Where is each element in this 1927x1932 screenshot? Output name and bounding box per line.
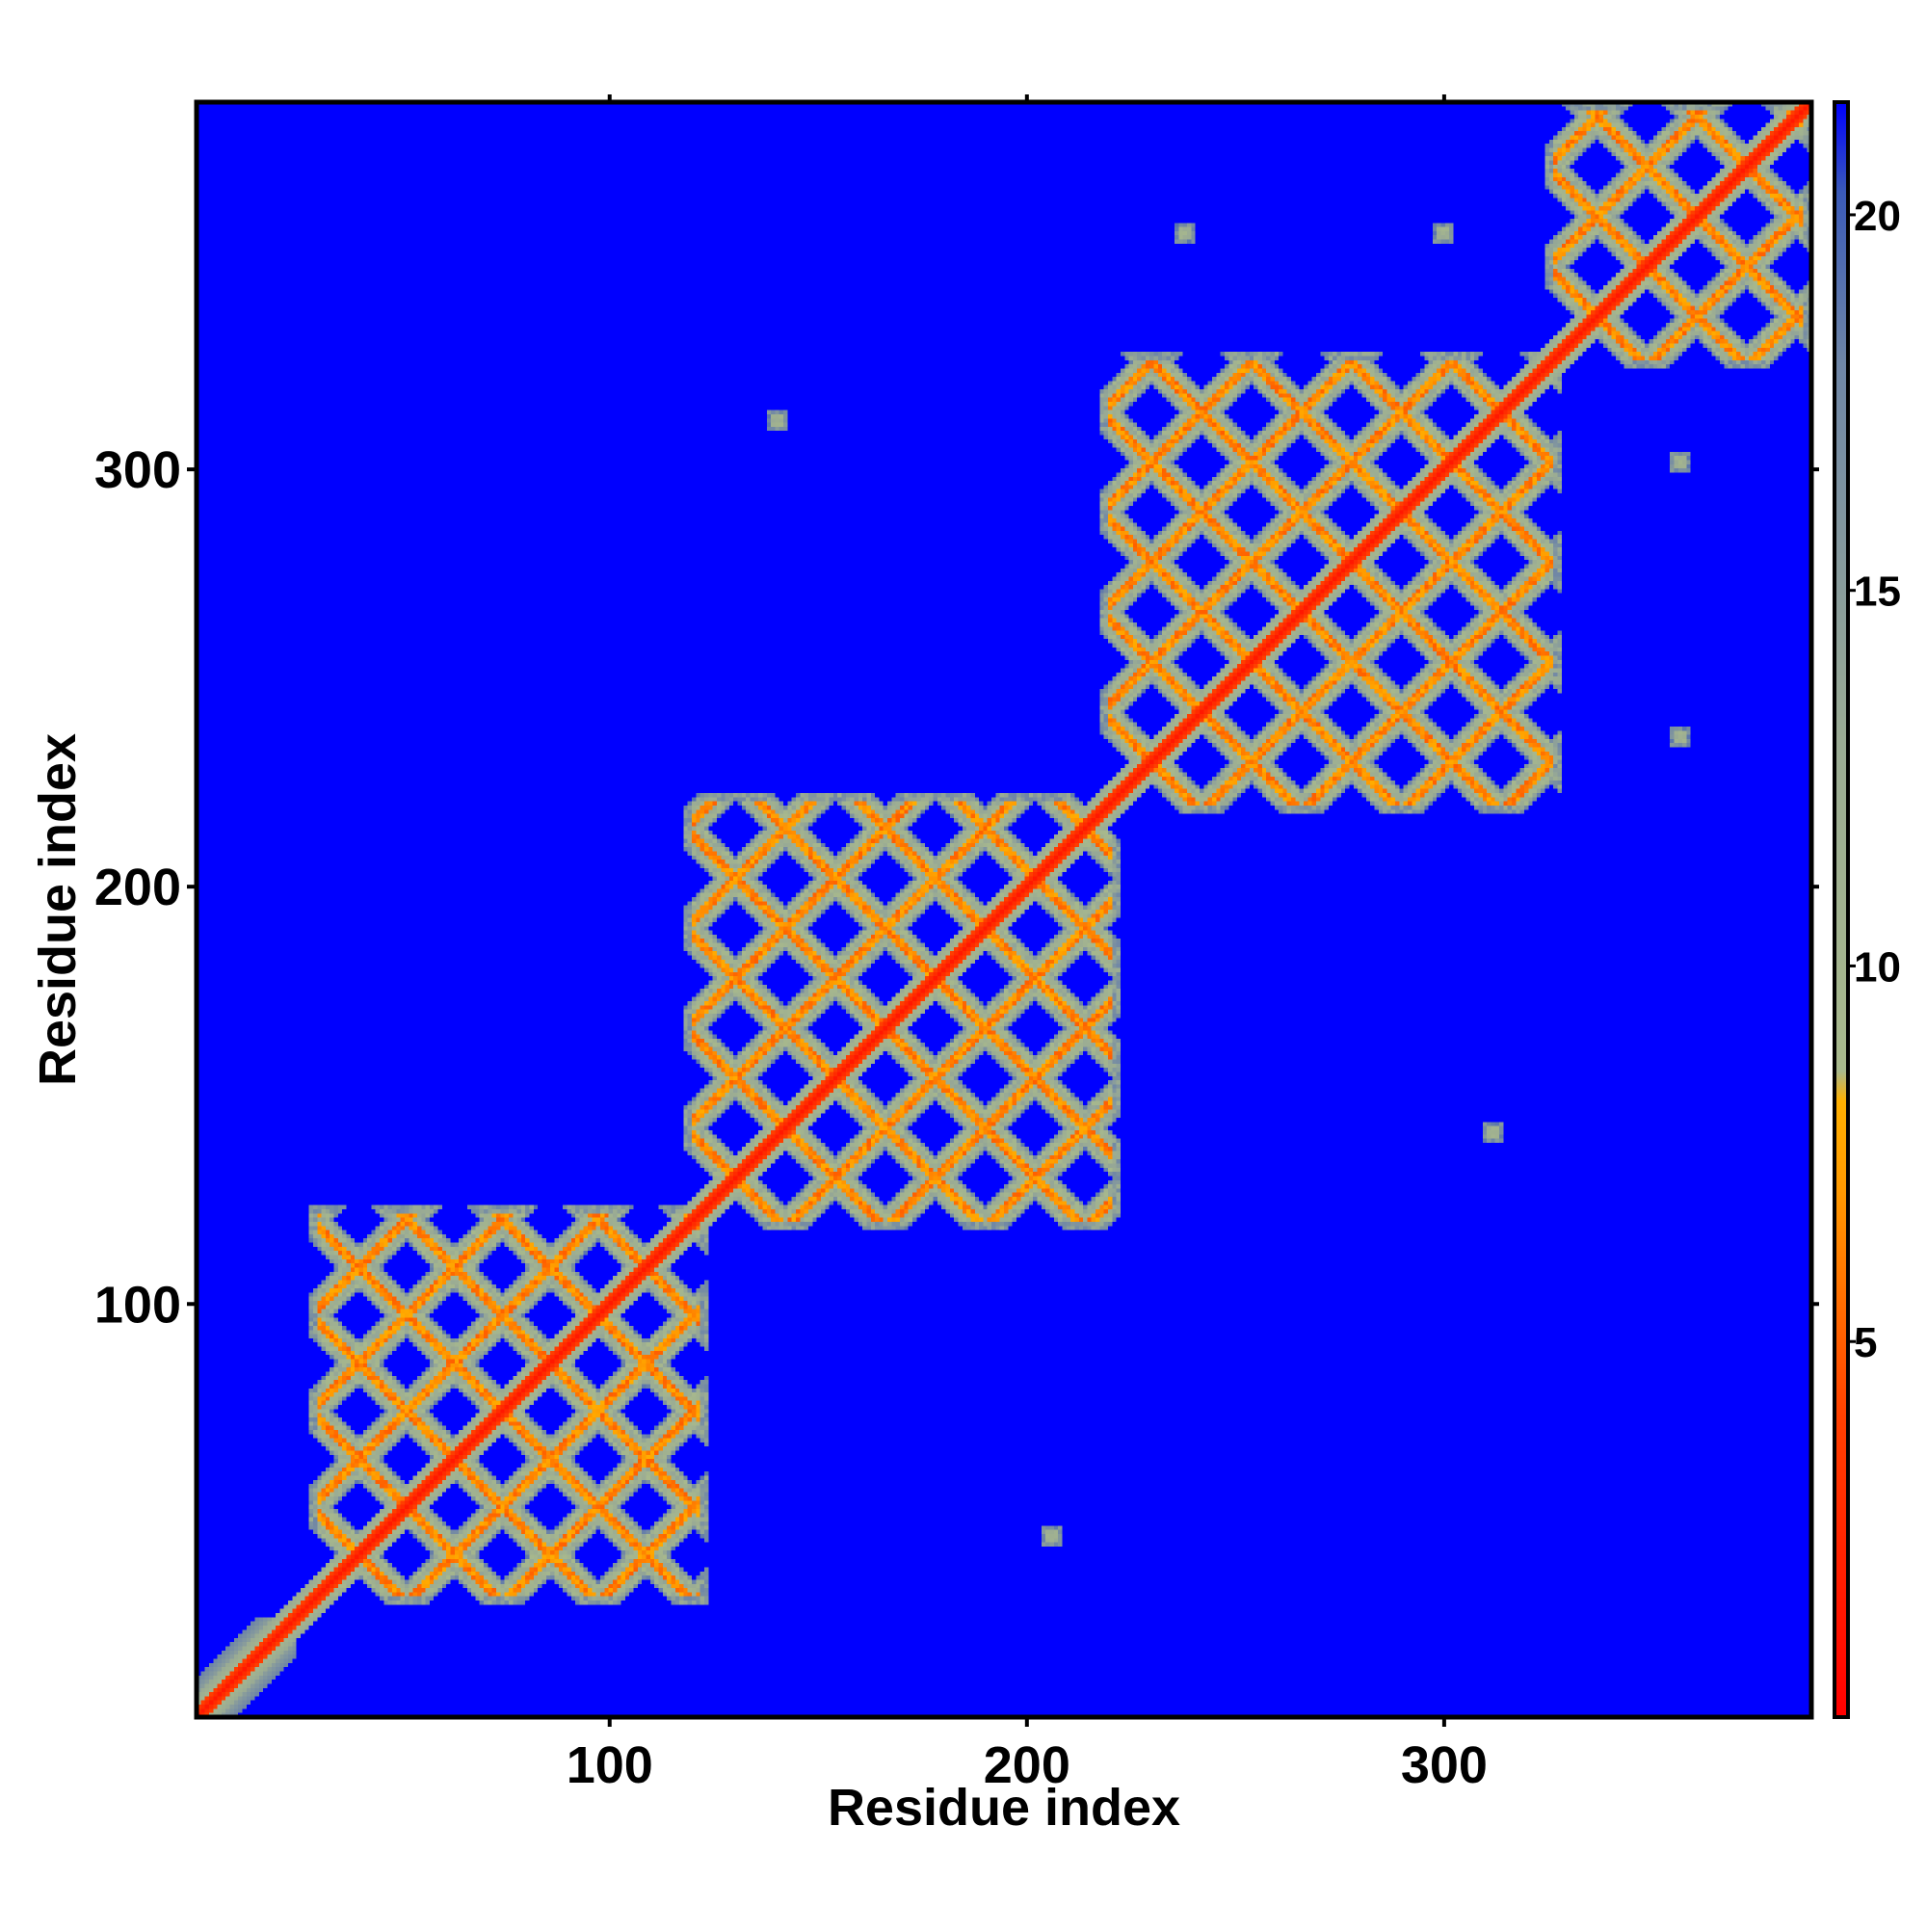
x-axis-label: Residue index xyxy=(828,1779,1180,1837)
x-axis-ticks: 100 200 300 xyxy=(567,94,1488,1794)
colorbar-tick-label: 10 xyxy=(1854,943,1901,991)
colorbar-ticks: 5 10 15 20 xyxy=(1848,193,1901,1366)
heatmap xyxy=(197,102,1811,1717)
x-tick-label: 300 xyxy=(1401,1736,1488,1794)
y-tick-label: 200 xyxy=(94,859,181,916)
x-tick-label: 200 xyxy=(984,1736,1070,1794)
colorbar-tick-label: 5 xyxy=(1854,1319,1877,1366)
y-axis-label: Residue index xyxy=(29,733,87,1086)
x-tick-label: 100 xyxy=(567,1736,653,1794)
y-tick-label: 300 xyxy=(94,441,181,499)
y-tick-label: 100 xyxy=(94,1276,181,1334)
plot-frame xyxy=(194,99,1814,1720)
colorbar-tick-label: 20 xyxy=(1854,193,1901,240)
colorbar-tick-label: 15 xyxy=(1854,569,1901,616)
colorbar xyxy=(1833,100,1850,1719)
y-axis-ticks: 100 200 300 xyxy=(94,441,1819,1334)
